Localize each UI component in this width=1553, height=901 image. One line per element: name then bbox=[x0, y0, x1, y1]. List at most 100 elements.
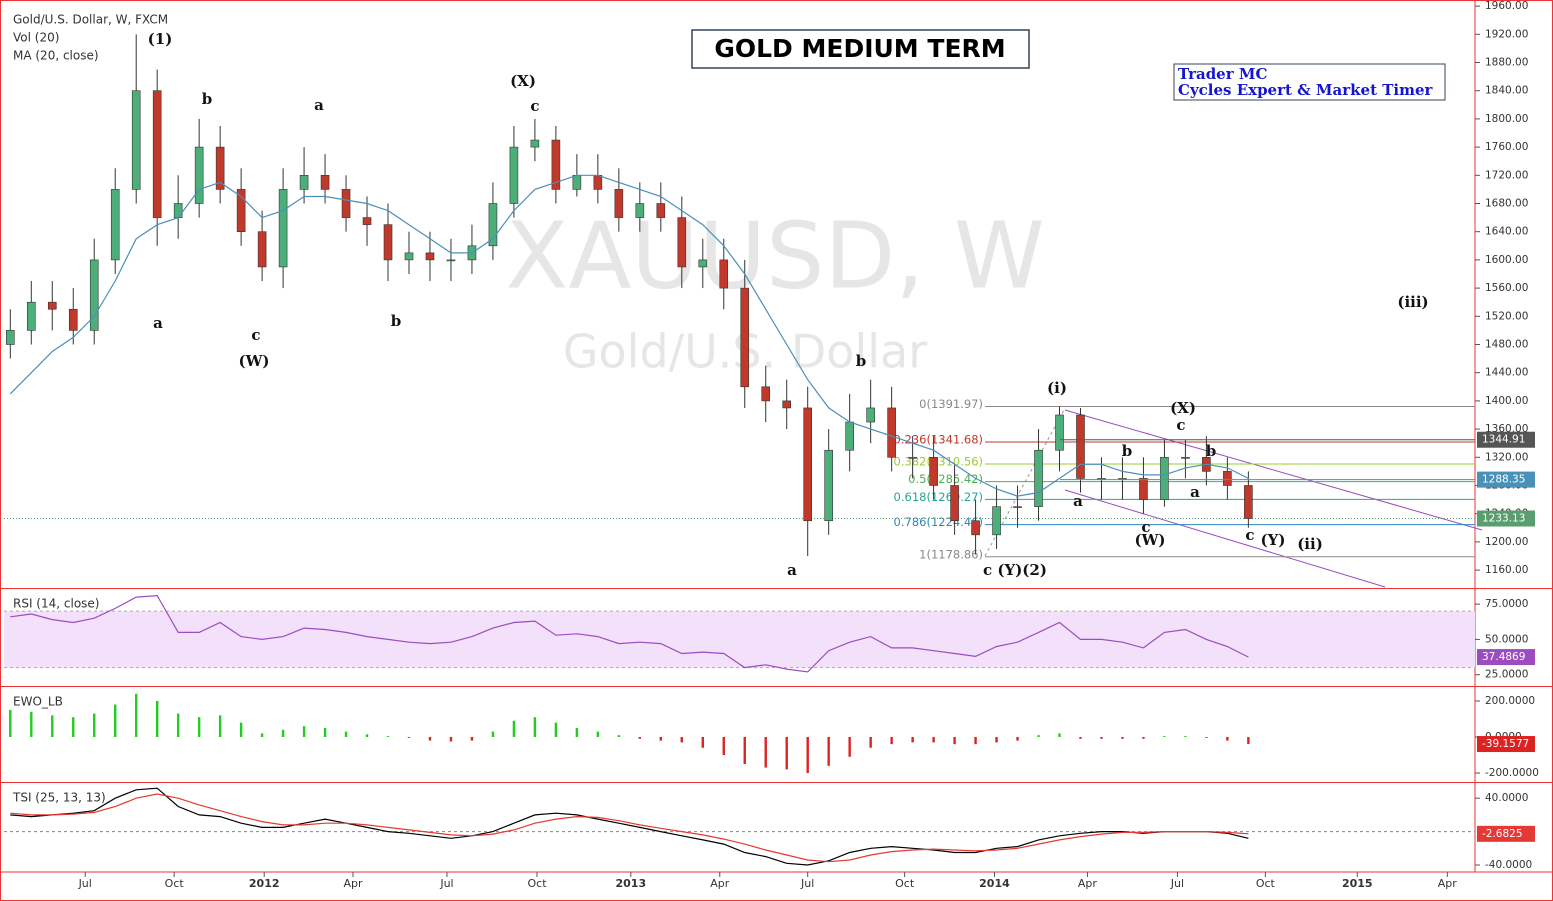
candle-body bbox=[341, 189, 351, 218]
price-tag bbox=[1477, 471, 1535, 488]
bar bbox=[827, 736, 830, 766]
bar bbox=[638, 736, 642, 739]
candle-body bbox=[929, 456, 938, 486]
pane-title: EWO_LB bbox=[13, 695, 63, 709]
credit-name: Trader MC bbox=[1178, 65, 1267, 83]
x-tick-label: Apr bbox=[1438, 877, 1458, 890]
candle-body bbox=[1034, 449, 1043, 507]
candle-body bbox=[551, 139, 561, 190]
wave-label: b bbox=[391, 312, 402, 330]
candle-body bbox=[845, 421, 854, 451]
candle-body bbox=[761, 386, 771, 402]
candle-body bbox=[509, 146, 519, 204]
bar bbox=[890, 736, 893, 745]
wave-label: a bbox=[314, 96, 324, 114]
y-tick-label: 25.0000 bbox=[1485, 669, 1528, 681]
wave-label: a bbox=[153, 314, 163, 332]
bar bbox=[533, 717, 537, 737]
value-tag bbox=[1477, 649, 1535, 666]
candle-body bbox=[1160, 456, 1169, 500]
x-tick-label: Jul bbox=[800, 877, 814, 890]
y-tick-label: 1480.00 bbox=[1485, 338, 1528, 350]
candle-body bbox=[908, 456, 917, 459]
candle-body bbox=[782, 400, 792, 409]
y-tick-label: 1760.00 bbox=[1485, 141, 1528, 153]
bar bbox=[176, 713, 180, 737]
candle-body bbox=[971, 520, 980, 536]
x-tick-label: Oct bbox=[165, 877, 185, 890]
x-tick-label: Jul bbox=[1170, 877, 1184, 890]
candle-body bbox=[1139, 478, 1148, 500]
bar bbox=[93, 713, 96, 737]
y-tick-label: 50.0000 bbox=[1485, 633, 1528, 645]
candle-body bbox=[1181, 456, 1190, 459]
x-tick-label: Oct bbox=[895, 877, 915, 890]
candle-body bbox=[215, 146, 225, 190]
x-tick-label: Oct bbox=[527, 877, 547, 890]
candle-body bbox=[47, 301, 57, 310]
ma-label: MA (20, close) bbox=[13, 49, 99, 63]
candle-body bbox=[572, 175, 582, 190]
y-tick-label: 1800.00 bbox=[1485, 113, 1528, 125]
x-tick-label: 2014 bbox=[979, 877, 1010, 890]
fib-label: 1(1178.86) bbox=[919, 547, 983, 561]
bar bbox=[1100, 736, 1103, 739]
candle-body bbox=[1013, 506, 1022, 508]
bar bbox=[1142, 736, 1145, 739]
value-tag bbox=[1477, 736, 1535, 753]
wave-label: c (Y)(2) bbox=[983, 561, 1047, 579]
y-tick-label: 1920.00 bbox=[1485, 28, 1528, 40]
wave-label: (Y) bbox=[1261, 531, 1286, 549]
x-tick-label: Jul bbox=[78, 877, 92, 890]
candle-body bbox=[824, 449, 833, 522]
y-tick-label: 1720.00 bbox=[1485, 169, 1528, 181]
bar bbox=[1205, 736, 1208, 738]
wave-label: (X) bbox=[1170, 399, 1196, 417]
candle-body bbox=[425, 252, 435, 261]
title-box bbox=[691, 29, 1030, 69]
wave-label: b bbox=[856, 352, 867, 370]
channel-line bbox=[1064, 489, 1386, 588]
x-tick-label: Oct bbox=[1256, 877, 1276, 890]
fib-label: 0.618(1260.27) bbox=[894, 490, 983, 504]
candle-body bbox=[887, 407, 896, 458]
x-tick-label: Apr bbox=[710, 877, 730, 890]
bar bbox=[197, 717, 201, 737]
candle-body bbox=[446, 259, 456, 262]
x-tick-label: 2015 bbox=[1342, 877, 1373, 890]
price-tag bbox=[1477, 510, 1535, 527]
candle-body bbox=[740, 287, 750, 388]
price-tag-label: 1344.91 bbox=[1482, 434, 1525, 446]
credit-role: Cycles Expert & Market Timer bbox=[1178, 81, 1434, 99]
bar bbox=[365, 734, 369, 737]
wave-label: a bbox=[1073, 492, 1083, 510]
wave-label: a bbox=[787, 561, 797, 579]
fib-label: 0(1391.97) bbox=[919, 397, 983, 411]
bar bbox=[806, 736, 809, 773]
candle-body bbox=[110, 189, 120, 261]
y-tick-label: 1520.00 bbox=[1485, 310, 1528, 322]
pane-title: RSI (14, close) bbox=[13, 597, 99, 611]
wave-label: (W) bbox=[1134, 531, 1165, 549]
bar bbox=[239, 722, 243, 737]
candle-body bbox=[698, 259, 708, 268]
y-tick-label: 1960.00 bbox=[1485, 0, 1528, 12]
bar bbox=[575, 727, 579, 737]
watermark-symbol: XAUUSD, W bbox=[505, 202, 1044, 309]
bar bbox=[407, 736, 411, 738]
bar bbox=[1079, 736, 1082, 739]
bar bbox=[869, 736, 872, 748]
y-tick-label: 1320.00 bbox=[1485, 451, 1528, 463]
value-tag-label: 37.4869 bbox=[1482, 651, 1525, 663]
candle-body bbox=[131, 90, 141, 190]
candle-body bbox=[404, 252, 414, 261]
bar bbox=[1184, 736, 1187, 737]
bar bbox=[617, 735, 621, 737]
candle-body bbox=[866, 407, 875, 423]
bar bbox=[1247, 736, 1250, 745]
candle-body bbox=[677, 217, 687, 268]
y-tick-label: 40.0000 bbox=[1485, 792, 1528, 804]
symbol-label: Gold/U.S. Dollar, W, FXCM bbox=[13, 13, 168, 27]
